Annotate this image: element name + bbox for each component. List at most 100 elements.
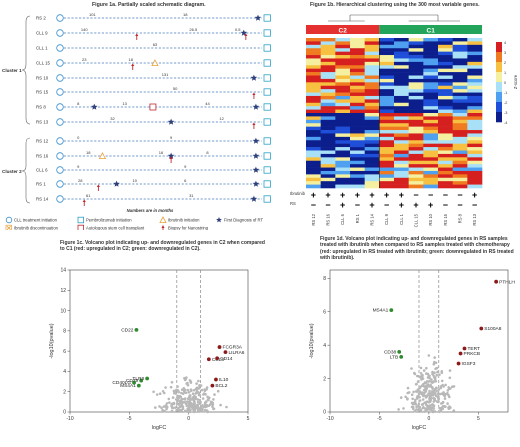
gene-point bbox=[183, 398, 187, 401]
column-label: CLL 9 bbox=[384, 213, 389, 225]
heatmap-cell bbox=[335, 44, 351, 49]
rt-diagnosis-star-icon bbox=[250, 195, 258, 202]
gene-point bbox=[190, 388, 193, 392]
colorbar-segment bbox=[496, 92, 502, 103]
heatmap-cell bbox=[394, 113, 409, 117]
labeled-gene-point bbox=[210, 383, 215, 388]
gene-point bbox=[430, 406, 433, 409]
cluster1-brace bbox=[21, 15, 31, 125]
rs-mark: − bbox=[457, 200, 462, 210]
heatmap-cell bbox=[408, 170, 424, 175]
gene-point bbox=[207, 404, 211, 408]
heatmap-cell bbox=[364, 177, 380, 182]
asct-square-icon bbox=[149, 103, 157, 111]
heatmap-cell bbox=[350, 174, 365, 179]
fig1a-month-value: 9 bbox=[77, 164, 80, 169]
gene-point bbox=[211, 405, 214, 408]
heatmap-cell bbox=[350, 72, 365, 76]
legend-label: Biopsy for Nanostring bbox=[168, 226, 209, 230]
heatmap-cell bbox=[379, 72, 395, 76]
heatmap-cell bbox=[438, 126, 453, 131]
heatmap-cell bbox=[394, 133, 409, 138]
heatmap-cell bbox=[452, 184, 468, 189]
gene-point bbox=[167, 397, 171, 401]
heatmap-cell bbox=[408, 181, 424, 185]
heatmap-cell bbox=[394, 72, 409, 76]
heatmap-cell bbox=[306, 51, 321, 56]
gene-point bbox=[188, 399, 192, 403]
heatmap-cell bbox=[320, 72, 336, 76]
gene-point bbox=[430, 392, 434, 396]
labeled-gene-point bbox=[397, 349, 402, 354]
heatmap-cell bbox=[350, 143, 365, 148]
gene-point bbox=[198, 398, 202, 402]
heatmap-cell bbox=[467, 75, 483, 80]
heatmap-cell bbox=[364, 89, 380, 93]
heatmap-cell bbox=[379, 167, 395, 172]
heatmap-cell bbox=[335, 147, 351, 151]
heatmap-cell bbox=[320, 164, 336, 168]
heatmap-cell bbox=[320, 92, 336, 97]
heatmap-cell bbox=[364, 119, 380, 124]
pembrolizumab-marker bbox=[263, 74, 271, 82]
heatmap-cell bbox=[350, 160, 365, 165]
heatmap-cell bbox=[467, 106, 483, 110]
heatmap-cell bbox=[350, 51, 365, 56]
gene-point bbox=[413, 409, 417, 413]
heatmap-cell bbox=[379, 41, 395, 46]
heatmap-cell bbox=[350, 44, 365, 49]
rs-mark: − bbox=[325, 200, 330, 210]
heatmap-cell bbox=[335, 72, 351, 76]
heatmap-cell bbox=[394, 170, 409, 175]
heatmap-cell bbox=[394, 99, 409, 104]
labeled-gene-point bbox=[223, 350, 228, 355]
heatmap-cell bbox=[408, 143, 424, 148]
gene-point bbox=[436, 370, 439, 374]
x-tick-label: -5 bbox=[377, 416, 382, 422]
heatmap-cell bbox=[408, 51, 424, 56]
fig1a-row-label: CLL 1 bbox=[36, 46, 48, 51]
rt-diagnosis-star-icon bbox=[91, 103, 98, 110]
heatmap-cell bbox=[452, 61, 468, 66]
heatmap-cell bbox=[408, 136, 424, 141]
heatmap-cell bbox=[364, 123, 380, 127]
heatmap-cell bbox=[408, 102, 424, 107]
heatmap-cell bbox=[438, 113, 453, 117]
heatmap-cell bbox=[364, 130, 380, 134]
heatmap-cell bbox=[467, 109, 483, 114]
heatmap-cell bbox=[320, 126, 336, 131]
heatmap-cell bbox=[394, 51, 409, 56]
heatmap-cell bbox=[306, 150, 321, 155]
gene-label: PTHLH bbox=[499, 279, 515, 285]
heatmap-cell bbox=[379, 123, 395, 127]
heatmap-cell bbox=[320, 95, 336, 100]
ibrutinib-mark: + bbox=[369, 190, 374, 200]
gene-point bbox=[443, 405, 447, 408]
fig1a-month-value: 31 bbox=[189, 193, 194, 198]
fig1a-row-label: RS 10 bbox=[36, 76, 49, 81]
heatmap-cell bbox=[452, 116, 468, 121]
y-tick-label: 2 bbox=[323, 376, 326, 382]
fig1a-month-value: 140 bbox=[81, 27, 88, 32]
heatmap-cell bbox=[350, 130, 365, 134]
rs-mark: − bbox=[311, 200, 316, 210]
gene-point bbox=[413, 371, 416, 375]
gene-point bbox=[428, 404, 432, 407]
gene-point bbox=[155, 393, 159, 396]
heatmap-cell bbox=[335, 78, 351, 83]
heatmap-cell bbox=[452, 68, 468, 73]
heatmap-cell bbox=[438, 78, 453, 83]
heatmap-cell bbox=[335, 167, 351, 172]
gene-point bbox=[445, 392, 448, 396]
heatmap-cell bbox=[408, 150, 424, 155]
legend-square-icon bbox=[77, 216, 84, 224]
gene-point bbox=[180, 391, 183, 395]
heatmap-cell bbox=[335, 51, 351, 56]
heatmap-cell bbox=[394, 55, 409, 59]
gene-point bbox=[182, 400, 185, 404]
gene-point bbox=[172, 389, 176, 393]
gene-point bbox=[202, 393, 205, 396]
colorbar-tick: 3 bbox=[504, 51, 506, 55]
gene-point bbox=[438, 373, 441, 376]
cll-treatment-marker bbox=[56, 88, 64, 96]
